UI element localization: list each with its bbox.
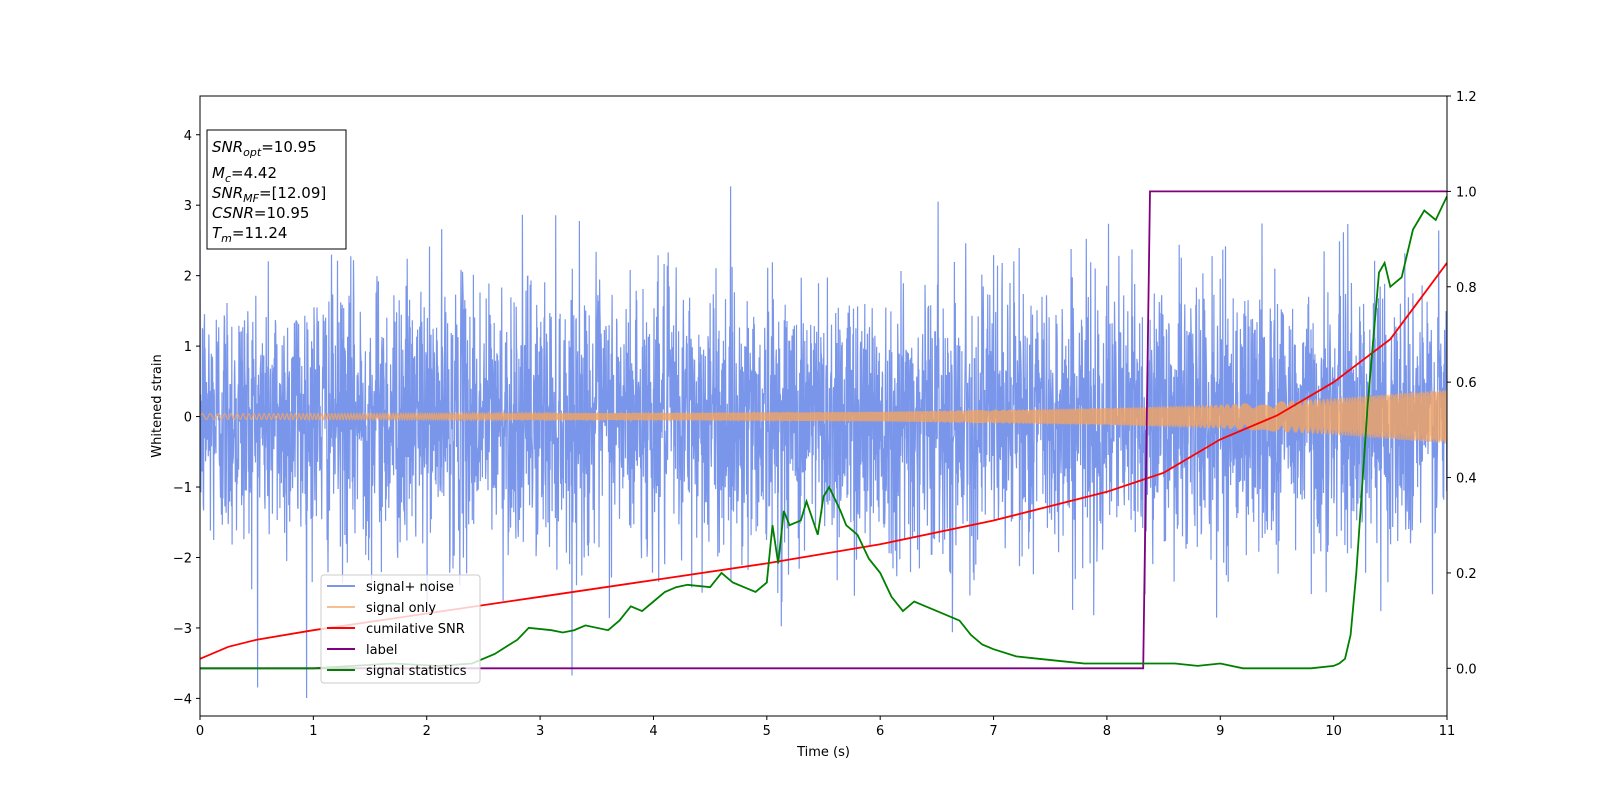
legend-label-signal-noise: signal+ noise bbox=[366, 580, 454, 595]
x-tick-label-3: 3 bbox=[536, 724, 544, 739]
y2-tick-label-0.6: 0.6 bbox=[1456, 376, 1477, 391]
y2-tick-label-0.0: 0.0 bbox=[1456, 662, 1477, 677]
y-axis-label: Whitened strain bbox=[150, 354, 165, 457]
y-tick-label--2: −2 bbox=[173, 551, 192, 566]
x-tick-label-1: 1 bbox=[309, 724, 317, 739]
x-tick-label-8: 8 bbox=[1103, 724, 1111, 739]
x-tick-label-7: 7 bbox=[989, 724, 997, 739]
y-tick-label--3: −3 bbox=[173, 622, 192, 637]
x-tick-label-2: 2 bbox=[423, 724, 431, 739]
y-tick-label--4: −4 bbox=[173, 692, 192, 707]
x-axis-label: Time (s) bbox=[796, 745, 850, 760]
info-tm: Tm=11.24 bbox=[212, 224, 287, 245]
info-csnr: CSNR=10.95 bbox=[212, 204, 309, 222]
x-tick-label-9: 9 bbox=[1216, 724, 1224, 739]
info-box-frame bbox=[206, 129, 347, 250]
x-tick-label-11: 11 bbox=[1439, 724, 1456, 739]
plot-area bbox=[200, 186, 1447, 699]
legend-frame bbox=[320, 574, 481, 684]
info-box: SNRopt=10.95 Mc=4.42 SNRMF=[12.09] CSNR=… bbox=[206, 129, 347, 250]
legend-label-cumulative-snr: cumilative SNR bbox=[366, 622, 465, 637]
legend: signal+ noise signal only cumilative SNR… bbox=[320, 574, 481, 684]
series-cumulative-snr bbox=[200, 262, 1447, 660]
info-snr-opt: SNRopt=10.95 bbox=[212, 138, 317, 159]
y-tick-label--1: −1 bbox=[173, 481, 192, 496]
series-signal-only bbox=[200, 390, 1447, 444]
x-tick-label-10: 10 bbox=[1325, 724, 1342, 739]
series-label bbox=[200, 190, 1447, 670]
y-tick-label-4: 4 bbox=[184, 129, 192, 144]
axes: 0 1 2 3 4 5 6 7 8 9 10 11 −4 −3 −2 −1 0 1 2 3 4 0.0 0.2 0.4 0.6 0… bbox=[173, 90, 1477, 739]
info-mc: Mc=4.42 bbox=[212, 164, 277, 185]
y2-tick-label-0.8: 0.8 bbox=[1456, 281, 1477, 296]
y-tick-label-3: 3 bbox=[184, 199, 192, 214]
y2-tick-label-0.4: 0.4 bbox=[1456, 472, 1477, 487]
y2-tick-label-0.2: 0.2 bbox=[1456, 567, 1477, 582]
x-tick-label-6: 6 bbox=[876, 724, 884, 739]
y-tick-label-2: 2 bbox=[184, 270, 192, 285]
y2-tick-label-1.2: 1.2 bbox=[1456, 90, 1477, 105]
legend-label-signal-statistics: signal statistics bbox=[366, 664, 467, 679]
series-signal-statistics bbox=[200, 195, 1447, 670]
info-snr-mf: SNRMF=[12.09] bbox=[212, 184, 326, 205]
y-tick-label-1: 1 bbox=[184, 340, 192, 355]
x-tick-label-5: 5 bbox=[763, 724, 771, 739]
x-tick-label-4: 4 bbox=[649, 724, 657, 739]
plot-frame bbox=[199, 95, 1448, 717]
y2-tick-label-1.0: 1.0 bbox=[1456, 185, 1477, 200]
legend-label-label: label bbox=[366, 643, 397, 658]
y-tick-label-0: 0 bbox=[184, 411, 192, 426]
legend-label-signal-only: signal only bbox=[366, 601, 436, 616]
x-tick-label-0: 0 bbox=[196, 724, 204, 739]
